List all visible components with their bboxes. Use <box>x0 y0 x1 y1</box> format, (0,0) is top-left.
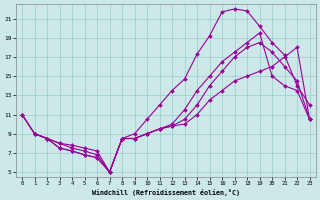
X-axis label: Windchill (Refroidissement éolien,°C): Windchill (Refroidissement éolien,°C) <box>92 189 240 196</box>
